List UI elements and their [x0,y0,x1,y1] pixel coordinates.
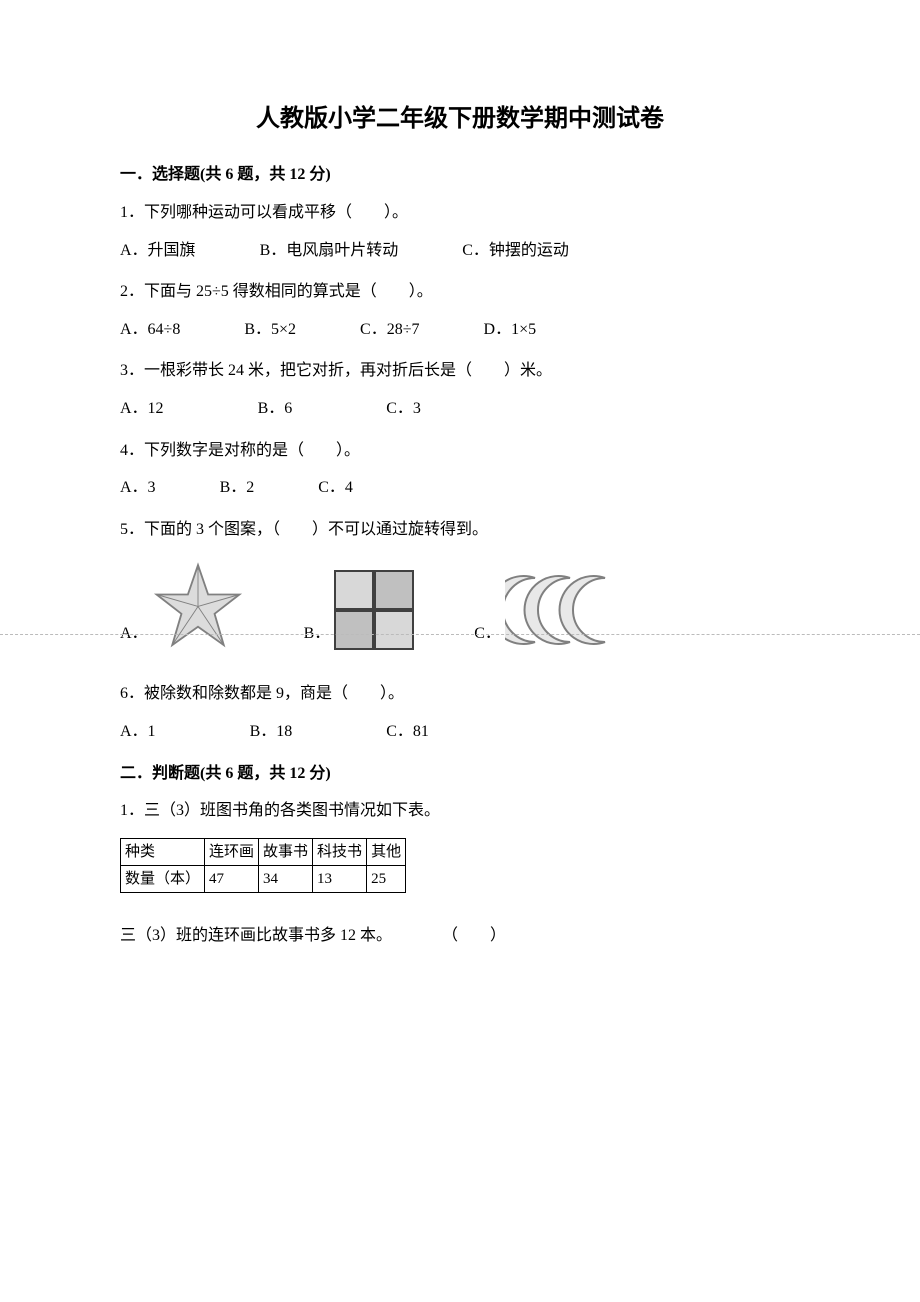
q3-option-b: B．6 [258,396,293,422]
table-cell: 25 [367,865,406,892]
table-cell: 数量（本） [121,865,205,892]
table-header-cell: 连环画 [205,838,259,865]
q5-label-b: B． [304,621,331,651]
question-2-options: A．64÷8 B．5×2 C．28÷7 D．1×5 [120,317,800,343]
question-2-text: 2．下面与 25÷5 得数相同的算式是（ ）。 [120,279,800,305]
table-cell: 34 [259,865,313,892]
table-cell: 47 [205,865,259,892]
q4-option-b: B．2 [220,475,255,501]
q6-option-a: A．1 [120,719,156,745]
q5-option-b: B． [304,570,415,650]
question-3-text: 3．一根彩带长 24 米，把它对折，再对折后长是（ ）米。 [120,358,800,384]
tf-blank: （ ） [442,923,506,949]
q5-option-c: C． [474,570,635,650]
table-header-cell: 故事书 [259,838,313,865]
question-5-options: A． B． C． [120,562,800,650]
q6-option-c: C．81 [386,719,429,745]
q4-option-a: A．3 [120,475,156,501]
star-icon [152,562,244,650]
exam-page: 人教版小学二年级下册数学期中测试卷 一．选择题(共 6 题，共 12 分) 1．… [0,0,920,1008]
table-header-cell: 种类 [121,838,205,865]
table-header-cell: 其他 [367,838,406,865]
tf-statement: 三（3）班的连环画比故事书多 12 本。 [120,923,392,949]
q2-option-d: D．1×5 [484,317,537,343]
question-6-text: 6．被除数和除数都是 9，商是（ ）。 [120,681,800,707]
q2-option-c: C．28÷7 [360,317,419,343]
question-1-options: A．升国旗 B．电风扇叶片转动 C．钟摆的运动 [120,238,800,264]
moons-icon [505,570,635,650]
table-cell: 13 [313,865,367,892]
q1-option-a: A．升国旗 [120,238,196,264]
q1-option-b: B．电风扇叶片转动 [260,238,399,264]
book-table: 种类 连环画 故事书 科技书 其他 数量（本） 47 34 13 25 [120,838,406,893]
section-1-header: 一．选择题(共 6 题，共 12 分) [120,162,800,188]
q5-label-c: C． [474,621,501,651]
question-3-options: A．12 B．6 C．3 [120,396,800,422]
question-6-options: A．1 B．18 C．81 [120,719,800,745]
q5-option-a: A． [120,562,244,650]
grid-icon [334,570,414,650]
q3-option-c: C．3 [386,396,421,422]
divider-dashed [0,634,920,635]
q5-label-a: A． [120,621,148,651]
section-2-header: 二．判断题(共 6 题，共 12 分) [120,761,800,787]
table-row: 种类 连环画 故事书 科技书 其他 [121,838,406,865]
table-header-cell: 科技书 [313,838,367,865]
q2-option-b: B．5×2 [244,317,296,343]
page-title: 人教版小学二年级下册数学期中测试卷 [120,100,800,138]
tf-question-1-text: 1．三（3）班图书角的各类图书情况如下表。 [120,798,800,824]
question-4-options: A．3 B．2 C．4 [120,475,800,501]
table-row: 数量（本） 47 34 13 25 [121,865,406,892]
question-1-text: 1．下列哪种运动可以看成平移（ ）。 [120,200,800,226]
q4-option-c: C．4 [318,475,353,501]
q3-option-a: A．12 [120,396,164,422]
tf-question-1-statement-row: 三（3）班的连环画比故事书多 12 本。 （ ） [120,923,800,949]
q2-option-a: A．64÷8 [120,317,180,343]
question-5-text: 5．下面的 3 个图案，（ ）不可以通过旋转得到。 [120,517,800,543]
q6-option-b: B．18 [250,719,293,745]
question-4-text: 4．下列数字是对称的是（ ）。 [120,438,800,464]
q1-option-c: C．钟摆的运动 [462,238,569,264]
